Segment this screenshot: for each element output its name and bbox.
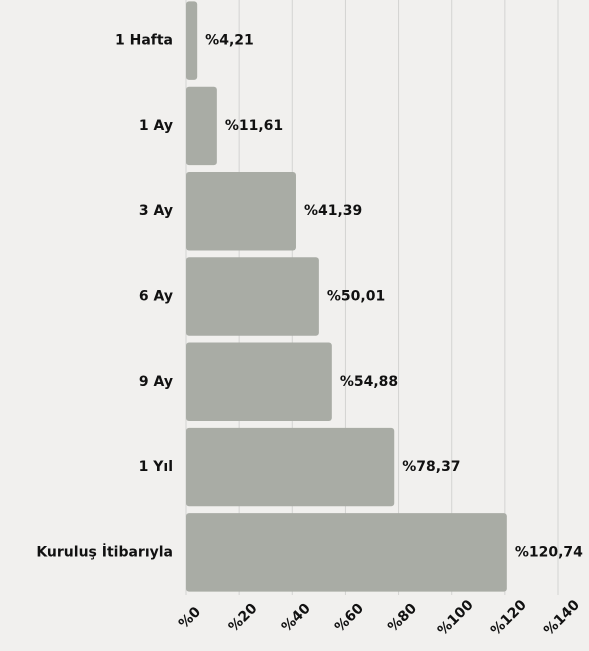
bar (186, 513, 507, 592)
y-tick-label: 3 Ay (139, 203, 173, 219)
bar (186, 86, 217, 166)
bar (186, 171, 296, 251)
x-tick-label: %60 (332, 600, 367, 635)
value-label: %120,74 (515, 544, 583, 560)
y-tick-label: 1 Hafta (115, 33, 173, 49)
value-label: %54,88 (340, 374, 398, 390)
y-tick-label: 1 Ay (139, 118, 173, 134)
x-tick-label: %100 (435, 597, 477, 639)
value-label: %78,37 (402, 459, 460, 475)
value-label: %41,39 (304, 203, 362, 219)
value-label: %50,01 (327, 289, 385, 305)
bar (186, 257, 319, 336)
value-label: %11,61 (225, 118, 283, 134)
x-tick-label: %80 (385, 600, 420, 635)
bar (186, 342, 332, 422)
x-tick-label: %0 (176, 604, 204, 632)
value-label: %4,21 (205, 33, 254, 49)
x-tick-label: %140 (541, 597, 583, 639)
y-tick-label: 6 Ay (139, 289, 173, 305)
x-tick-label: %20 (226, 600, 261, 635)
y-tick-label: 1 Yıl (139, 459, 173, 475)
y-tick-label: Kuruluş İtibarıyla (36, 543, 173, 560)
bar (186, 1, 198, 80)
x-tick-label: %40 (279, 600, 314, 635)
y-tick-label: 9 Ay (139, 374, 173, 390)
x-tick-label: %120 (488, 597, 530, 639)
bar (186, 427, 395, 507)
